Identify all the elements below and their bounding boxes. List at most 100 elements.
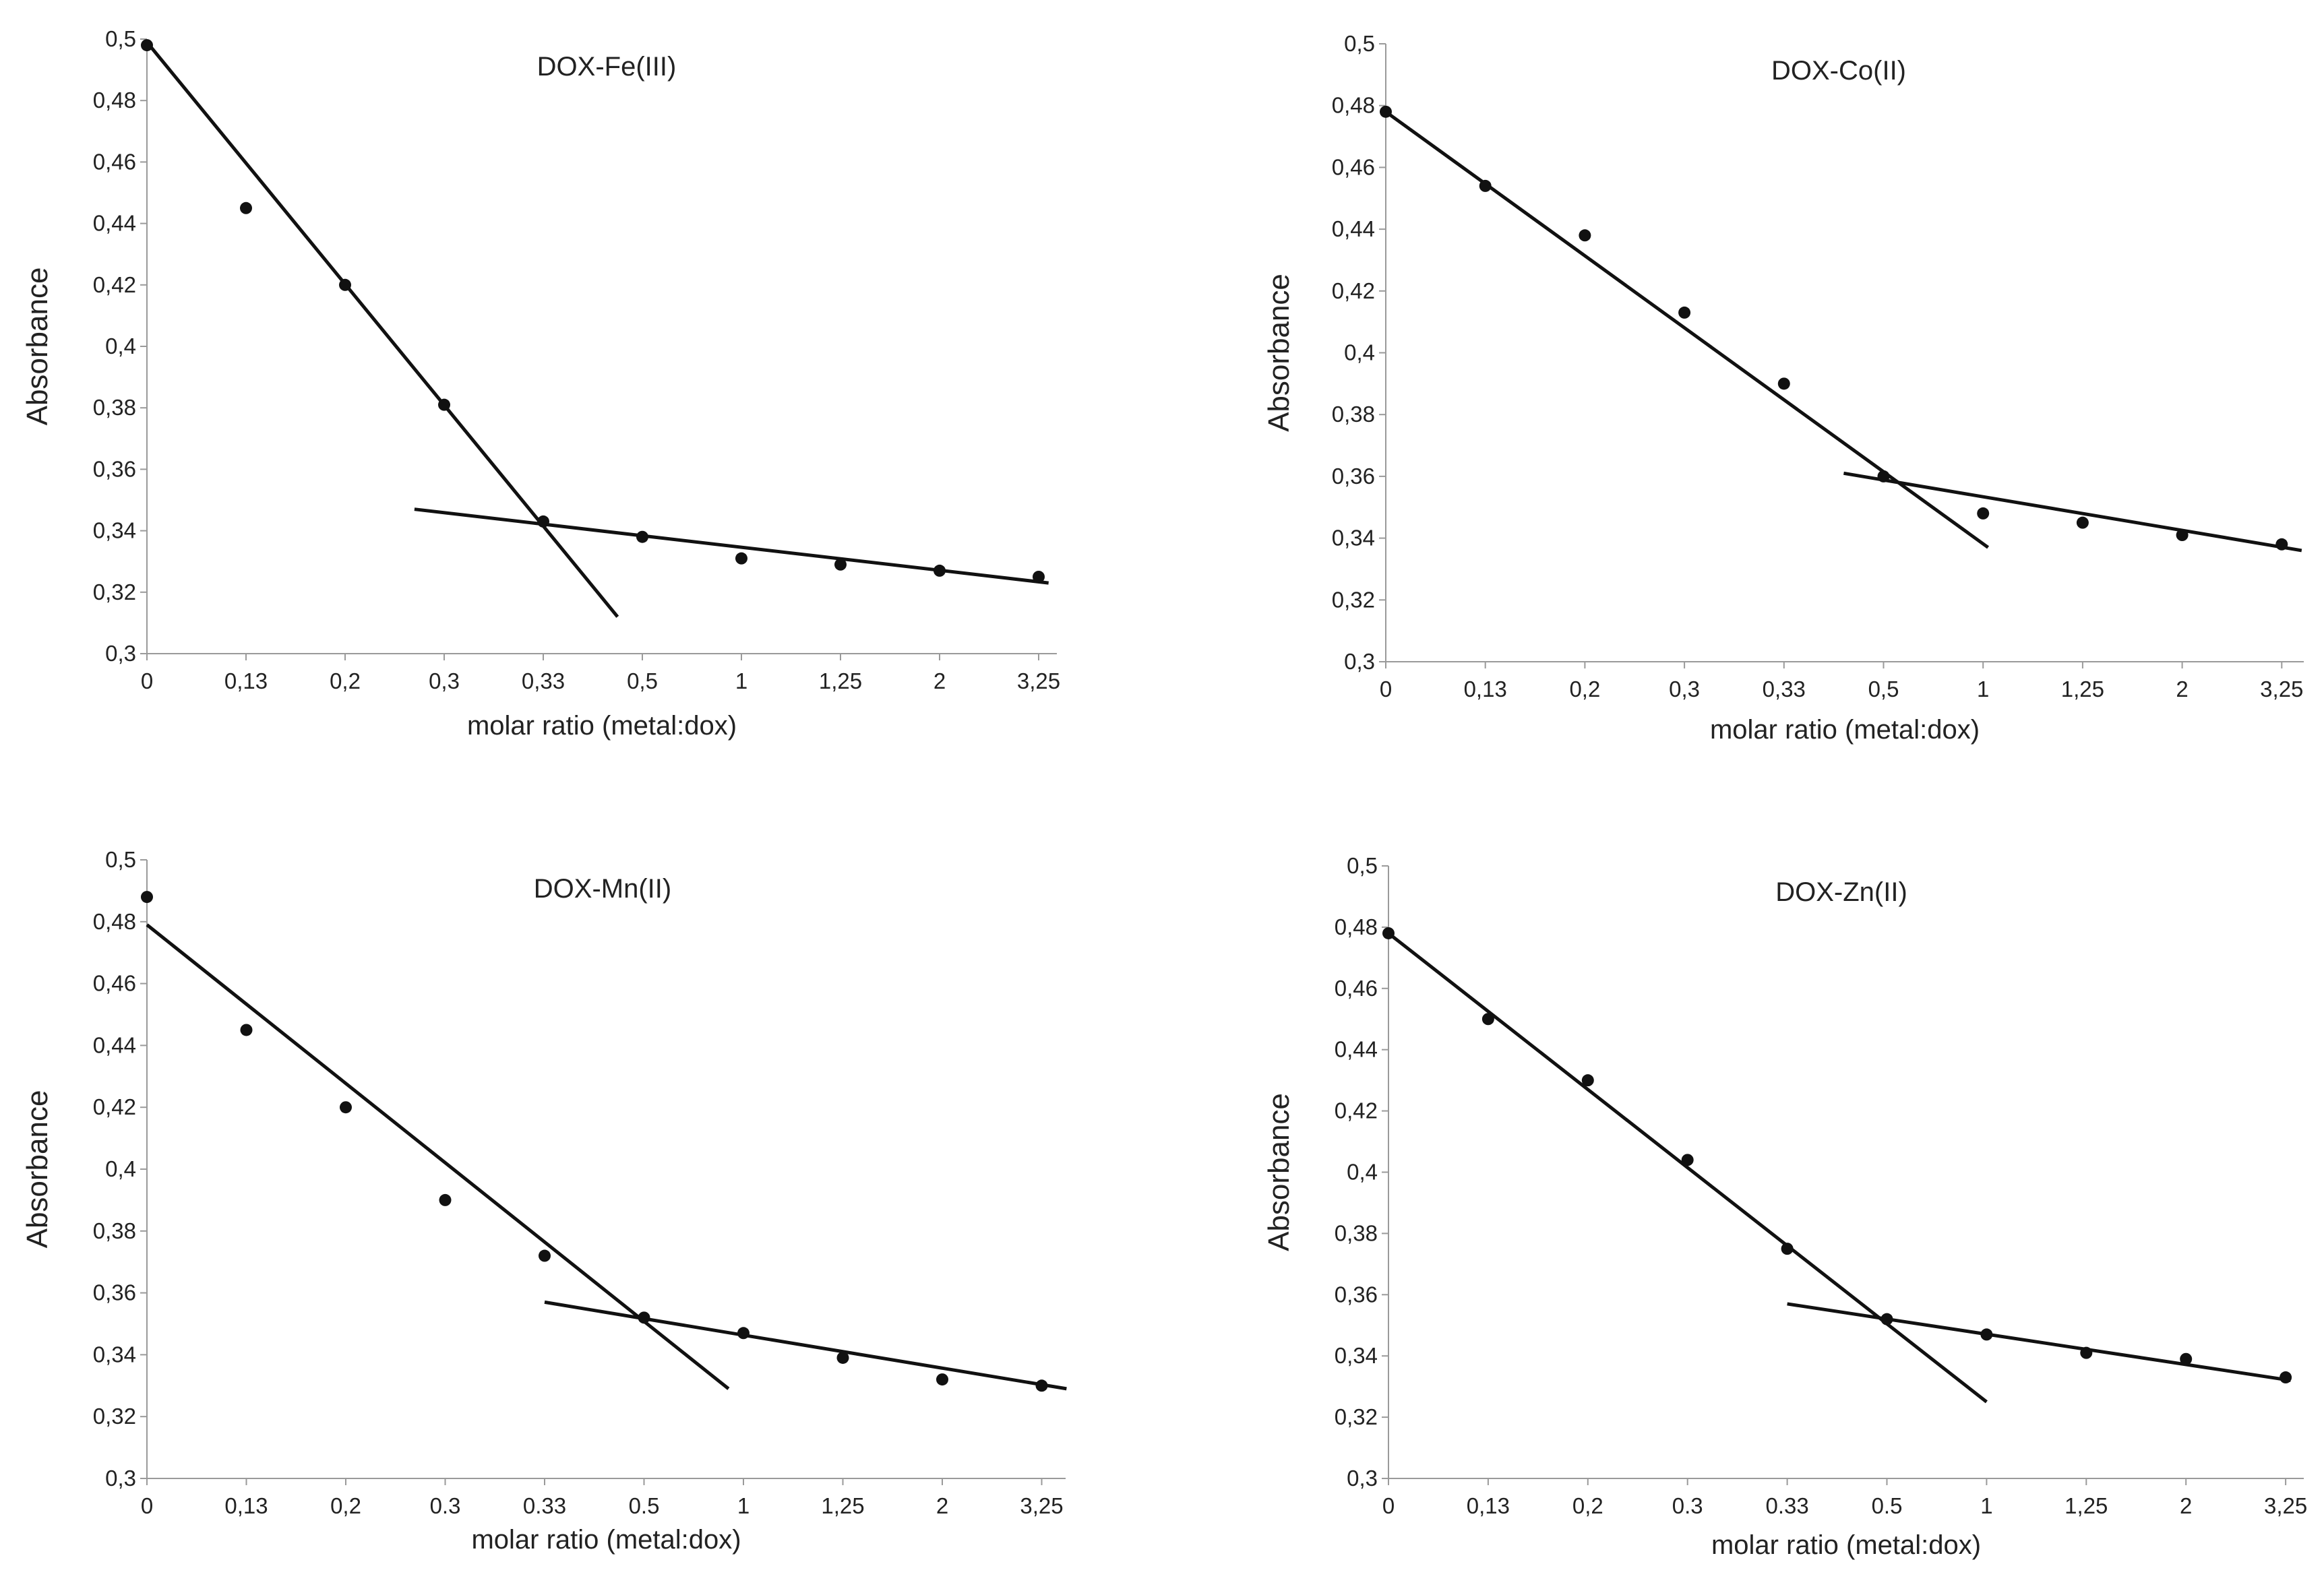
y-axis-label: Absorbance: [1262, 274, 1295, 432]
data-point: [934, 564, 946, 577]
data-point: [2180, 1352, 2193, 1365]
y-tick-label: 0,34: [1335, 1343, 1378, 1368]
x-tick-label: 0.3: [430, 1493, 461, 1518]
x-axis-label: molar ratio (metal:dox): [467, 711, 737, 741]
trendline-1: [146, 923, 730, 1390]
x-tick-label: 0,13: [1464, 677, 1507, 701]
data-point: [537, 515, 549, 528]
data-point: [834, 558, 847, 571]
y-tick-label: 0,46: [1335, 976, 1378, 1001]
y-tick-label: 0,36: [93, 1280, 136, 1305]
chart-title: DOX-Mn(II): [534, 874, 671, 904]
data-point: [1777, 377, 1790, 390]
y-tick-label: 0,4: [1347, 1160, 1378, 1185]
x-tick-label: 1,25: [821, 1493, 864, 1518]
trendline-2: [1787, 1302, 2291, 1383]
y-tick-label: 0,44: [1332, 216, 1375, 241]
data-point: [1033, 571, 1045, 583]
y-tick-label: 0,32: [93, 580, 136, 604]
y-tick-label: 0,48: [1335, 914, 1378, 939]
x-tick-label: 0.33: [523, 1493, 566, 1518]
trendline-2: [414, 507, 1049, 585]
y-tick-label: 0,5: [105, 26, 136, 51]
y-tick-label: 0,32: [1335, 1404, 1378, 1429]
trendline-2: [544, 1300, 1067, 1391]
y-tick-label: 0,32: [1332, 587, 1375, 612]
data-point: [2275, 538, 2288, 551]
chart-dox-zn: 0,3 0,32 0,34 0,36 0,38 0,4 0,42 0,44 0,46 0,48 0,…: [1262, 853, 2307, 1560]
x-tick-label: 0.5: [629, 1493, 660, 1518]
x-tick-label: 1: [735, 668, 747, 693]
y-tick-label: 0,4: [105, 1156, 136, 1181]
y-tick-label: 0,42: [93, 272, 136, 297]
chart-dox-co: 0,30,320,340,360,380,40,420,440,460,480,…: [1262, 31, 2304, 745]
data-point: [2280, 1371, 2292, 1384]
y-tick-label: 0,4: [105, 334, 136, 358]
chart-title: DOX-Zn(II): [1775, 877, 1907, 907]
y-tick-label: 0,48: [93, 88, 136, 113]
data-point: [1581, 1074, 1594, 1087]
x-tick-label: 0,2: [330, 668, 361, 693]
data-point: [1880, 1313, 1893, 1325]
chart-dox-mn: 0,3 0,32 0,34 0,36 0,38 0,4 0,42 0,44 0,46 0,48 0,…: [21, 847, 1067, 1555]
data-point: [438, 398, 450, 411]
data-point: [2076, 516, 2089, 529]
data-point: [141, 39, 153, 52]
x-tick-label: 0,13: [224, 1493, 268, 1518]
data-point: [1579, 229, 1591, 242]
y-tick-label: 0,42: [1332, 278, 1375, 303]
data-point: [936, 1373, 948, 1386]
x-tick-label: 0,33: [1763, 677, 1806, 701]
y-tick-label: 0,44: [93, 211, 136, 236]
x-tick-label: 1,25: [2065, 1493, 2108, 1518]
y-tick-label: 0,32: [93, 1404, 136, 1429]
data-point: [141, 891, 153, 904]
data-point: [1781, 1243, 1794, 1255]
y-tick-label: 0,46: [1332, 154, 1375, 179]
data-point: [1479, 179, 1492, 192]
y-tick-label: 0,3: [1344, 649, 1375, 674]
y-tick-label: 0,3: [105, 1466, 136, 1491]
data-point: [735, 552, 747, 565]
data-point: [1678, 306, 1691, 319]
data-point: [240, 1024, 253, 1036]
x-tick-label: 0.3: [1672, 1493, 1703, 1518]
y-tick-label: 0,3: [1347, 1466, 1378, 1491]
data-point: [2080, 1346, 2093, 1359]
y-tick-label: 0,5: [1347, 853, 1378, 878]
x-axis-label: molar ratio (metal:dox): [1710, 715, 1980, 745]
y-tick-label: 0,36: [1332, 464, 1375, 489]
data-point: [1035, 1379, 1048, 1392]
x-tick-label: 0: [141, 1493, 153, 1518]
chart-dox-fe: 0,30,320,340,360,380,40,420,440,460,480,…: [21, 26, 1060, 741]
x-tick-label: 3,25: [1017, 668, 1060, 693]
trendline-2: [1843, 471, 2302, 553]
trendline-1: [146, 40, 619, 618]
x-tick-label: 0,3: [429, 668, 460, 693]
x-axis-label: molar ratio (metal:dox): [1711, 1530, 1981, 1560]
y-tick-label: 0,44: [1335, 1037, 1378, 1062]
x-tick-label: 0.33: [1765, 1493, 1808, 1518]
y-tick-label: 0,44: [93, 1032, 136, 1057]
y-tick-label: 0,36: [93, 456, 136, 481]
data-point: [1382, 927, 1395, 939]
y-tick-label: 0,48: [1332, 93, 1375, 118]
data-point: [1980, 1328, 1993, 1341]
y-tick-label: 0,5: [1344, 31, 1375, 56]
x-tick-label: 0: [141, 668, 153, 693]
data-point: [636, 530, 648, 543]
x-tick-label: 0,33: [522, 668, 565, 693]
x-tick-label: 0,3: [1669, 677, 1700, 701]
y-axis-label: Absorbance: [21, 268, 54, 426]
data-point: [240, 201, 252, 214]
y-tick-label: 0,46: [93, 149, 136, 174]
x-tick-label: 0: [1382, 1493, 1395, 1518]
x-tick-label: 0,13: [1467, 1493, 1510, 1518]
data-point: [638, 1311, 650, 1324]
y-tick-label: 0,38: [93, 395, 136, 420]
y-tick-label: 0,38: [1335, 1220, 1378, 1245]
data-point: [737, 1327, 750, 1340]
data-point: [1380, 105, 1392, 118]
y-tick-label: 0,36: [1335, 1282, 1378, 1307]
